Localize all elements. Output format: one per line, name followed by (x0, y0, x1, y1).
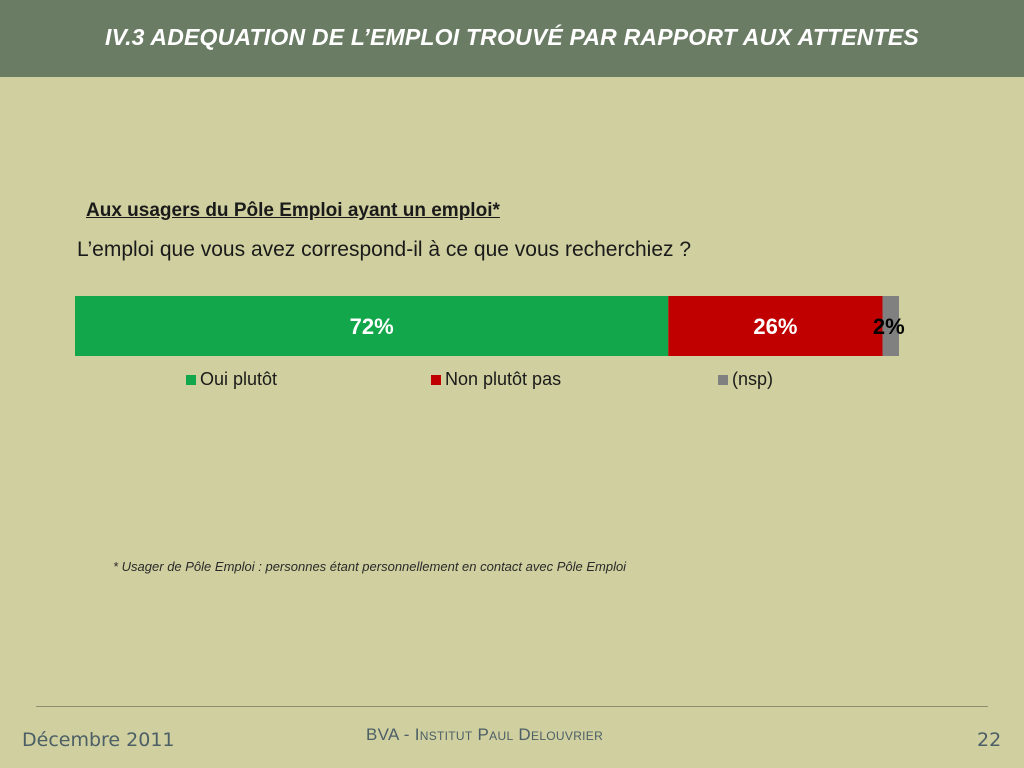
data-label-non-plut-t-pas: 26% (753, 314, 797, 339)
slide-header: IV.3 ADEQUATION DE L’EMPLOI TROUVÉ PAR R… (0, 0, 1024, 77)
footer-date: Décembre 2011 (22, 729, 175, 751)
stacked-bar-chart: 72% 26% 2% Oui plutôt Non plutôt pas (nsp) (75, 296, 905, 389)
legend-swatch-oui-plut-t (186, 375, 196, 385)
legend-swatch-non-plut-t-pas (431, 375, 441, 385)
legend-swatch-nsp (718, 375, 728, 385)
data-label-oui-plut-t: 72% (350, 314, 394, 339)
bar-segment-oui-plut-t (75, 296, 669, 356)
slide-title: IV.3 ADEQUATION DE L’EMPLOI TROUVÉ PAR R… (105, 24, 919, 50)
legend-label-oui-plut-t: Oui plutôt (200, 369, 277, 389)
legend-label-nsp: (nsp) (732, 369, 773, 389)
bar-segment-non-plut-t-pas (668, 296, 883, 356)
footer-organization: BVA - Institut Paul Delouvrier (366, 725, 604, 744)
footer-divider (36, 706, 988, 707)
legend-label-non-plut-t-pas: Non plutôt pas (445, 369, 561, 389)
page-number: 22 (977, 729, 1002, 751)
bar-segment-nsp (882, 296, 899, 356)
survey-question: L’emploi que vous avez correspond-il à c… (77, 238, 692, 261)
chart-subtitle: Aux usagers du Pôle Emploi ayant un empl… (86, 200, 500, 221)
footnote: * Usager de Pôle Emploi : personnes étan… (113, 559, 627, 574)
data-label-nsp: 2% (873, 314, 905, 339)
